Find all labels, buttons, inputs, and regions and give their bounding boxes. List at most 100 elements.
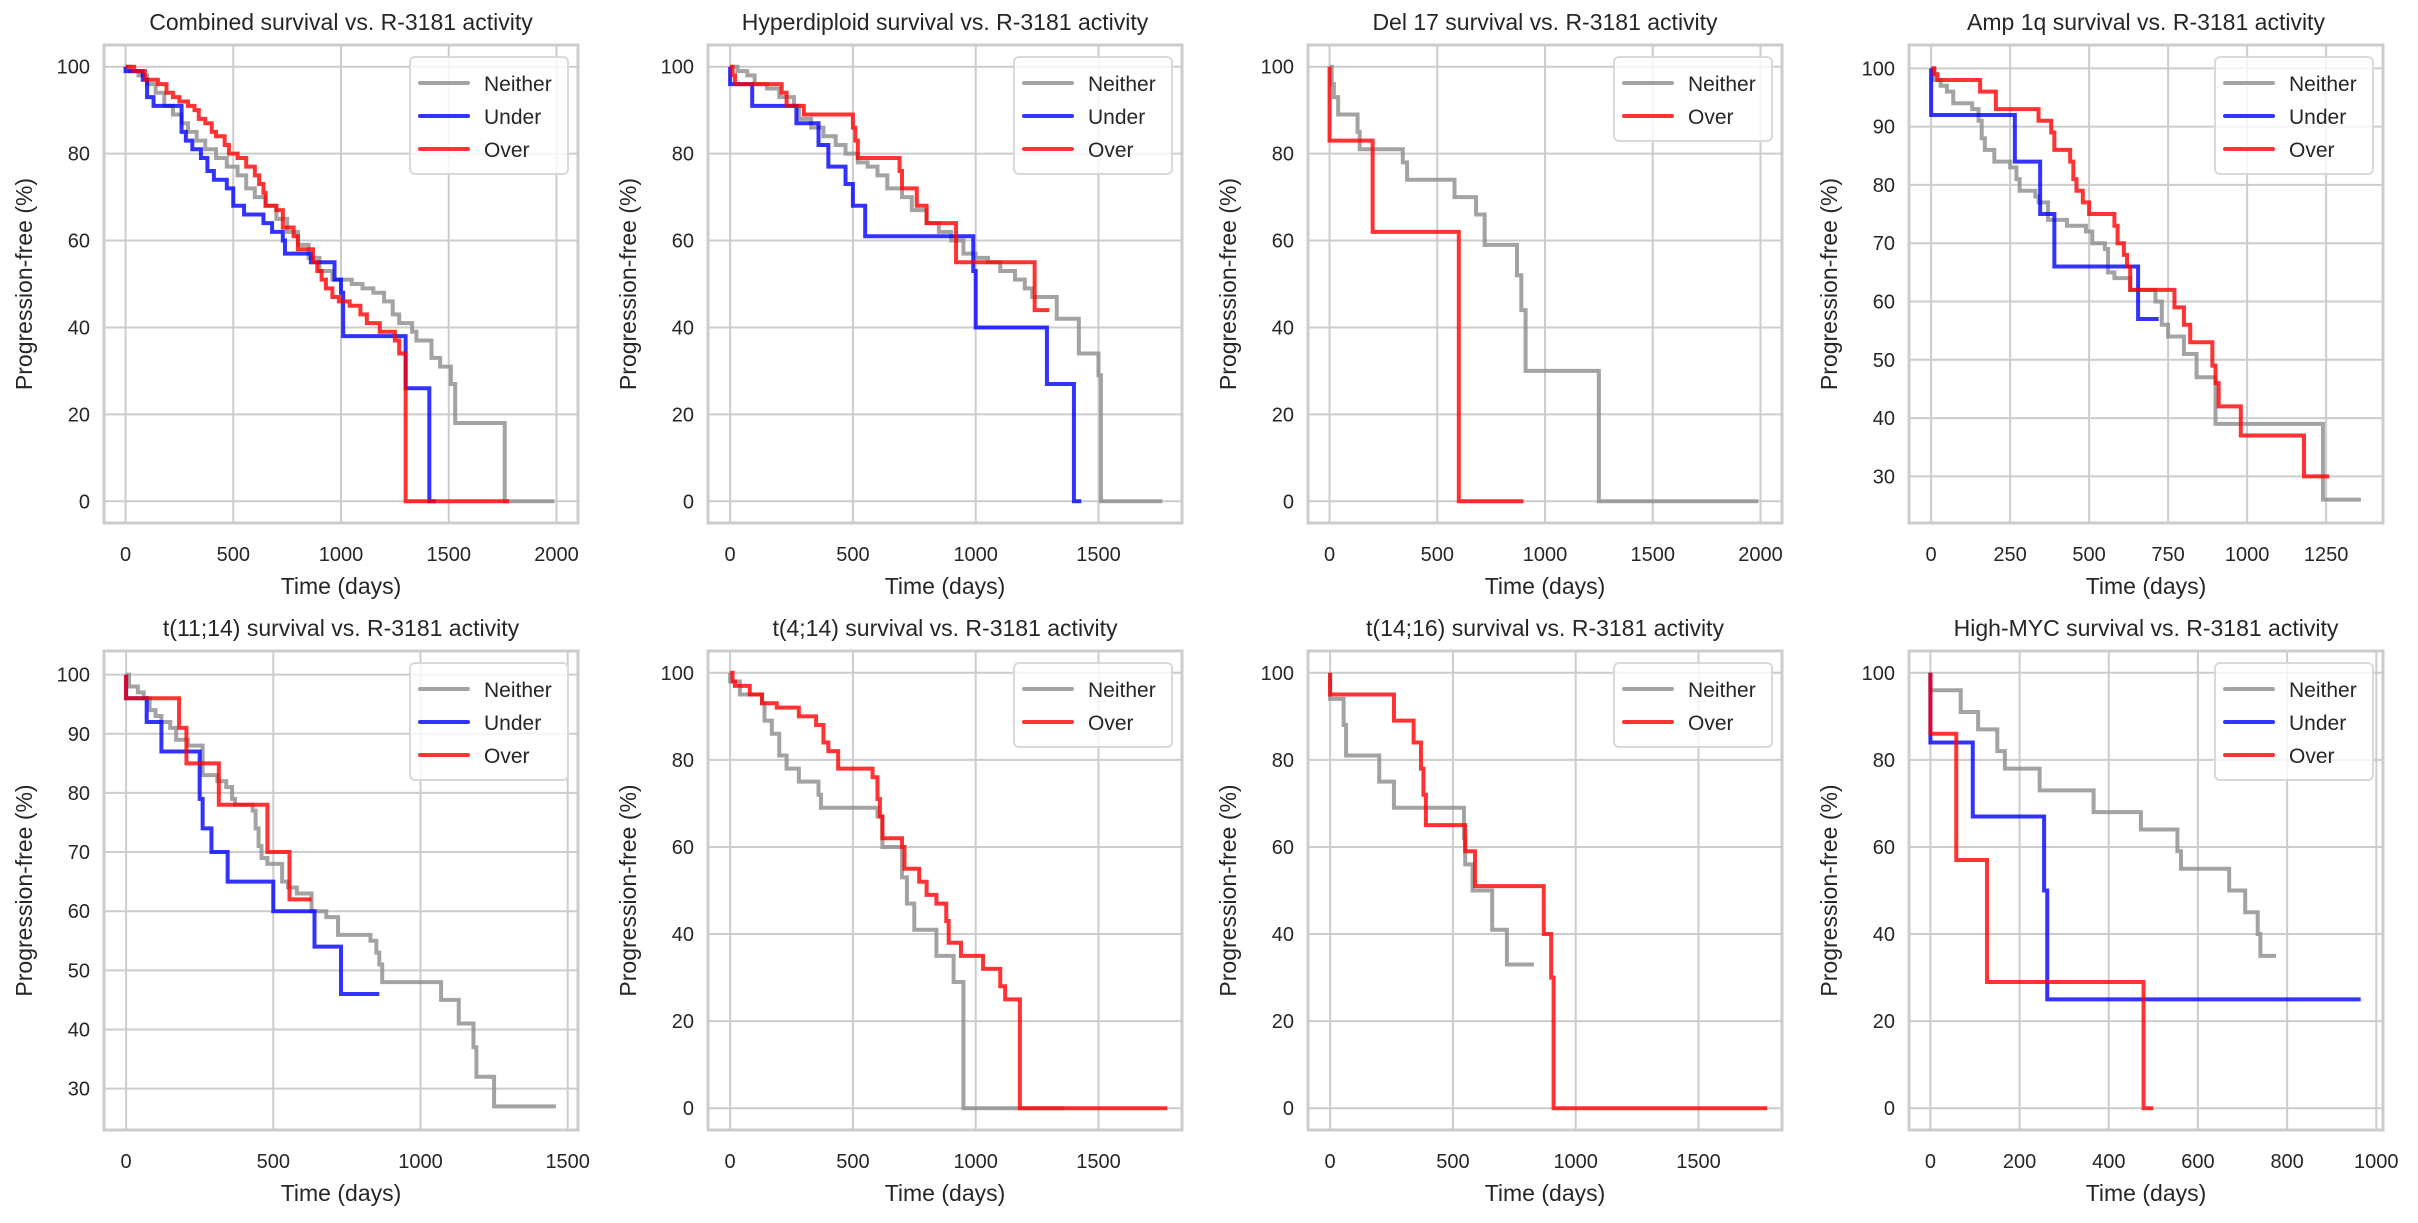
- curve-under: [124, 674, 380, 996]
- curve-over: [1928, 672, 2154, 1111]
- curve-under: [1929, 68, 2159, 321]
- x-tick-label: 1000: [398, 1151, 443, 1173]
- legend-label: Neither: [1688, 73, 1756, 96]
- legend-box: [2214, 56, 2374, 175]
- chart-title: Amp 1q survival vs. R-3181 activity: [1967, 9, 2325, 35]
- x-tick-label: 400: [2092, 1151, 2125, 1173]
- y-tick-label: 100: [57, 665, 90, 687]
- y-tick-label: 0: [683, 1098, 694, 1120]
- y-tick-label: 100: [661, 57, 694, 79]
- curves: [728, 670, 1168, 1111]
- x-tick-label: 0: [1325, 1151, 1336, 1173]
- x-axis-label: Time (days): [885, 573, 1006, 599]
- plot-frame: [706, 43, 1184, 525]
- x-tick-label: 1500: [1676, 1151, 1721, 1173]
- curve-over: [125, 64, 510, 504]
- x-tick-label: 0: [1925, 1151, 1936, 1173]
- curves: [1929, 66, 2361, 502]
- y-tick-label: 100: [1261, 57, 1294, 79]
- panel-combined: 0 500 1000 1500 2000 0 20 40 60 80 100 Combined sur…: [11, 9, 580, 599]
- y-tick-label: 100: [1862, 663, 1895, 685]
- x-tick-label: 500: [1436, 1151, 1469, 1173]
- legend-item-under: Under: [418, 712, 541, 735]
- curve-under: [1928, 672, 2361, 1002]
- legend-label: Neither: [484, 73, 552, 96]
- curve-neither: [1931, 66, 2361, 502]
- curves: [1327, 64, 1759, 504]
- legend-label: Over: [1688, 712, 1734, 735]
- y-tick-label: 60: [672, 837, 694, 859]
- y-axis-label: Progression-free (%): [1215, 784, 1241, 996]
- y-axis-label: Progression-free (%): [11, 784, 37, 996]
- legend-label: Over: [1688, 106, 1734, 129]
- y-tick-label: 80: [672, 750, 694, 772]
- legend-label: Neither: [1088, 73, 1156, 96]
- y-tick-label: 60: [1873, 837, 1895, 859]
- x-tick-label: 500: [217, 544, 250, 566]
- y-tick-label: 20: [1873, 1011, 1895, 1033]
- x-tick-label: 1000: [1523, 544, 1568, 566]
- legend-label: Neither: [2289, 73, 2357, 96]
- x-axis-label: Time (days): [281, 573, 402, 599]
- legend-item-neither: Neither: [1622, 73, 1756, 96]
- x-tick-label: 1500: [1630, 544, 1675, 566]
- curve-over: [730, 670, 1168, 1111]
- x-tick-label: 0: [725, 1151, 736, 1173]
- legend-item-neither: Neither: [418, 679, 552, 702]
- legend-item-over: Over: [2223, 139, 2335, 162]
- y-tick-label: 40: [1873, 924, 1895, 946]
- x-tick-label: 1000: [953, 1151, 998, 1173]
- x-tick-label: 500: [1421, 544, 1454, 566]
- y-tick-label: 20: [672, 404, 694, 426]
- legend-box: [1613, 56, 1773, 142]
- legend-item-over: Over: [1022, 712, 1134, 735]
- curve-neither: [125, 64, 555, 504]
- y-tick-label: 70: [68, 842, 90, 864]
- curve-neither: [126, 672, 556, 1109]
- legend-box: [1013, 56, 1173, 175]
- x-tick-label: 0: [1926, 544, 1937, 566]
- y-tick-label: 30: [68, 1079, 90, 1101]
- x-tick-label: 1000: [2225, 544, 2270, 566]
- y-tick-label: 20: [1272, 404, 1294, 426]
- y-tick-label: 60: [1272, 231, 1294, 253]
- plot-frame: [102, 43, 580, 525]
- curve-over: [730, 64, 1050, 313]
- y-tick-label: 40: [1272, 924, 1294, 946]
- legend-label: Under: [2289, 106, 2346, 129]
- x-tick-label: 0: [121, 1151, 132, 1173]
- legend: Neither Under Over: [2214, 56, 2374, 175]
- x-axis-label: Time (days): [281, 1180, 402, 1206]
- x-tick-label: 1000: [1553, 1151, 1598, 1173]
- legend: Neither Over: [1613, 662, 1773, 748]
- y-tick-label: 30: [1873, 466, 1895, 488]
- legend: Neither Under Over: [409, 56, 569, 175]
- x-axis-label: Time (days): [2086, 1180, 2207, 1206]
- legend-label: Under: [1088, 106, 1145, 129]
- legend-label: Under: [484, 106, 541, 129]
- y-axis-label: Progression-free (%): [615, 784, 641, 996]
- curve-over: [1328, 672, 1768, 1111]
- y-tick-label: 0: [79, 491, 90, 513]
- legend-label: Over: [484, 139, 530, 162]
- x-axis-label: Time (days): [2086, 573, 2207, 599]
- legend-label: Over: [1088, 139, 1134, 162]
- x-tick-label: 1500: [1076, 1151, 1121, 1173]
- plot-frame: [1306, 649, 1784, 1132]
- y-tick-label: 40: [1873, 408, 1895, 430]
- y-tick-label: 100: [1261, 663, 1294, 685]
- y-axis-label: Progression-free (%): [1816, 178, 1842, 390]
- legend-label: Over: [2289, 139, 2335, 162]
- y-tick-label: 40: [672, 924, 694, 946]
- y-tick-label: 40: [68, 1019, 90, 1041]
- y-tick-label: 80: [1272, 144, 1294, 166]
- legend-item-over: Over: [1622, 106, 1734, 129]
- x-tick-label: 1500: [1076, 544, 1121, 566]
- legend-label: Neither: [2289, 679, 2357, 702]
- x-tick-label: 2000: [534, 544, 579, 566]
- curves: [1928, 672, 2361, 1111]
- x-tick-label: 0: [1324, 544, 1335, 566]
- x-tick-label: 1000: [953, 544, 998, 566]
- y-tick-label: 20: [68, 404, 90, 426]
